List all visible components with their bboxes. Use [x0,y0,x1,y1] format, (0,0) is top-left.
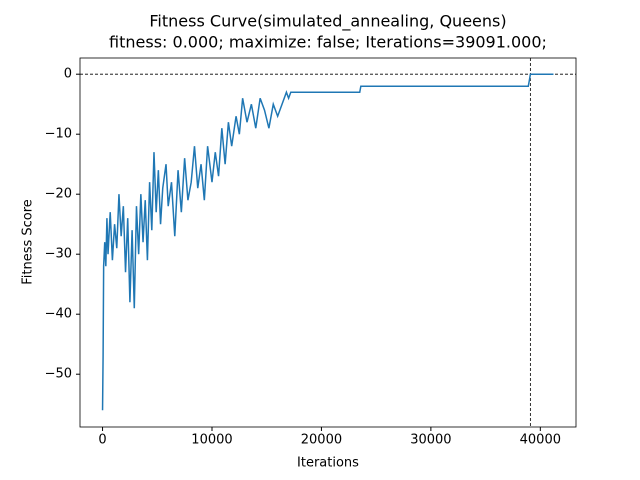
data-line [101,73,554,411]
chart-title: Fitness Curve(simulated_annealing, Queen… [149,12,506,32]
y-axis-label: Fitness Score [21,199,36,285]
x-tick-label: 10000 [191,433,232,448]
y-tick-label: −50 [45,367,72,382]
y-tick-label: −20 [45,187,72,202]
y-tick-label: −40 [45,307,72,322]
x-tick-label: 0 [98,433,106,448]
y-tick-label: 0 [64,67,72,82]
y-tick-label: −10 [45,127,72,142]
y-tick-label: −30 [45,247,72,262]
chart-subtitle: fitness: 0.000; maximize: false; Iterati… [109,33,547,52]
x-tick-label: 40000 [520,433,561,448]
x-tick-label: 30000 [410,433,451,448]
x-axis-label: Iterations [297,456,359,471]
x-tick-label: 20000 [301,433,342,448]
plot-frame [79,57,577,428]
